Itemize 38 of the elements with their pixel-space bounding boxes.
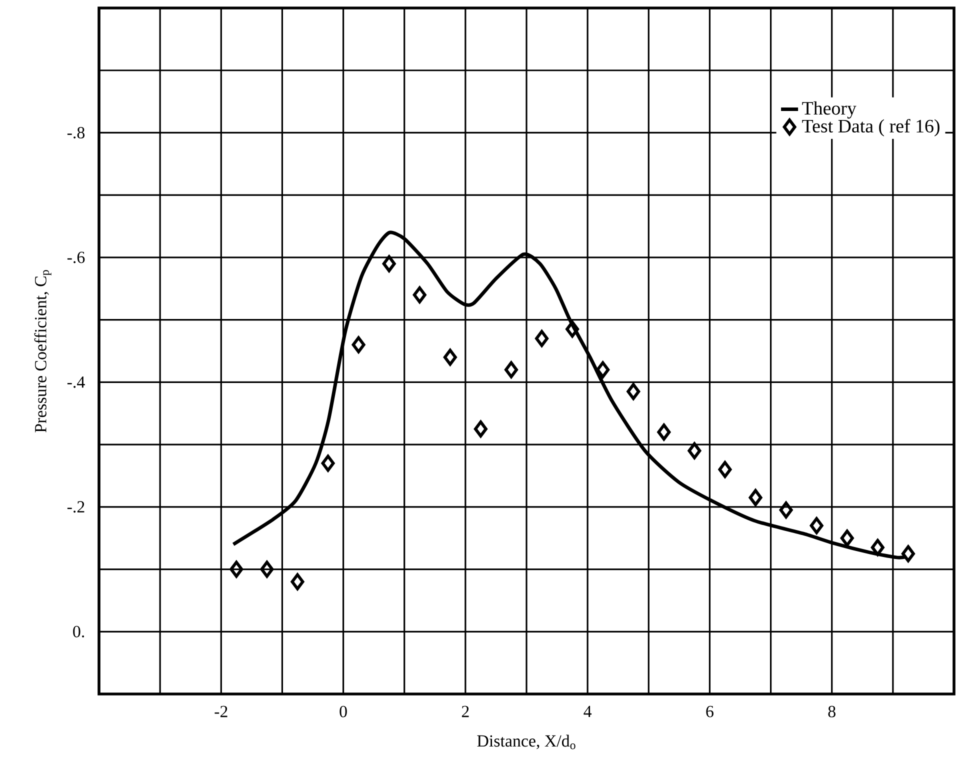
y-tick-label: -.8: [67, 126, 85, 138]
y-tick-label: -.2: [67, 501, 84, 513]
y-tick-label: -.6: [67, 252, 85, 264]
point: [748, 489, 762, 506]
point: [718, 460, 732, 478]
x-axis-title: Distance, X/d$_{o}$: [477, 734, 576, 750]
x-tick-label: 2: [462, 706, 469, 718]
x-tick-label: 0: [340, 706, 347, 718]
point: [840, 530, 854, 547]
point: [474, 420, 488, 438]
x-tick-label: -2: [214, 706, 228, 718]
point: [566, 320, 580, 338]
point: [901, 545, 915, 562]
point: [443, 348, 457, 366]
legend-label: Theory: [802, 101, 856, 119]
point: [352, 336, 366, 354]
x-tick-label: 8: [828, 706, 836, 718]
point: [870, 538, 884, 556]
point: [290, 573, 304, 590]
point: [230, 560, 244, 578]
point: [779, 502, 793, 519]
point: [657, 424, 671, 441]
point: [412, 286, 426, 304]
point: [688, 442, 702, 460]
y-axis-title: Pressure Coefficient, C$_{p}$: [34, 270, 52, 432]
point: [596, 361, 610, 378]
point: [382, 255, 396, 272]
x-tick-label: 4: [584, 706, 592, 717]
point: [626, 383, 640, 400]
point: [321, 454, 335, 472]
y-tick-label: 0.: [73, 626, 84, 638]
y-tick-label: -.4: [67, 376, 85, 388]
legend-label: Test Data ( ref 16): [802, 119, 940, 136]
point: [504, 361, 518, 378]
point: [260, 560, 274, 578]
point: [810, 517, 824, 534]
point: [535, 330, 549, 348]
x-tick-label: 6: [706, 706, 714, 718]
